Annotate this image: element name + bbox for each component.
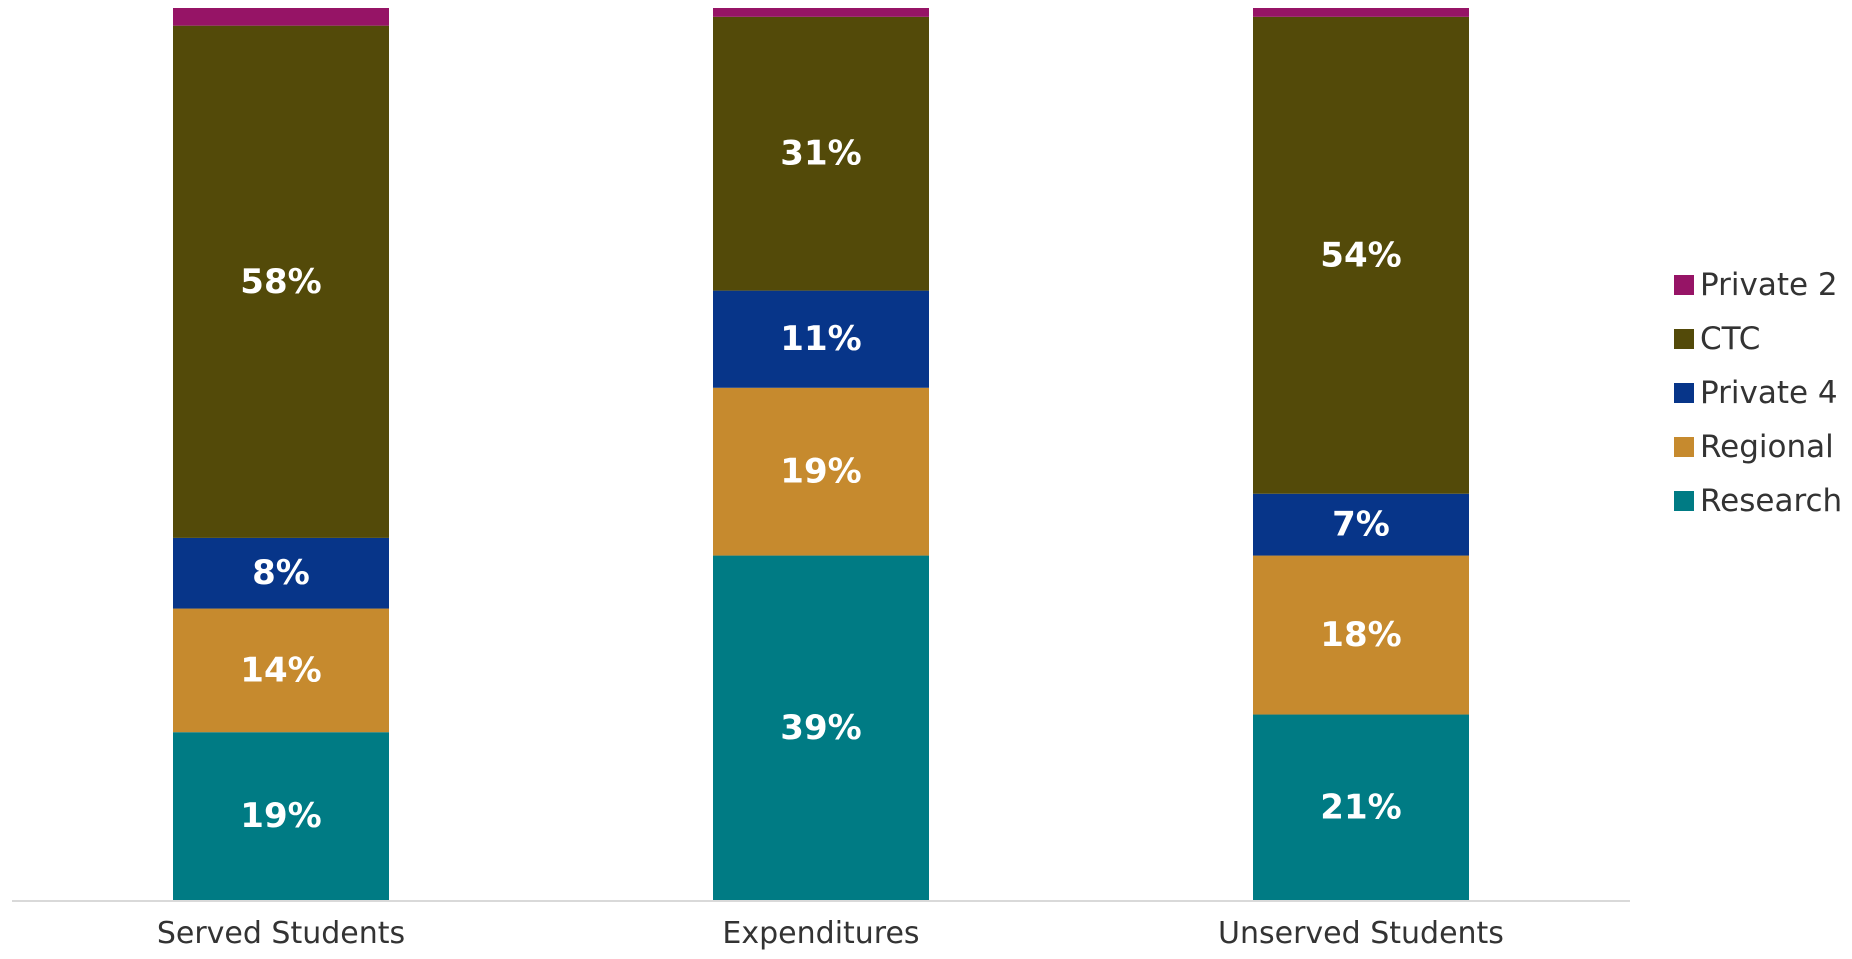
bar-segment-regional-0	[173, 608, 389, 733]
data-label: 21%	[1320, 787, 1401, 827]
legend-item-label: Research	[1700, 483, 1842, 519]
bar-segment-regional-1	[713, 387, 929, 556]
bar-segment-research-1	[713, 555, 929, 900]
category-label: Served Students	[157, 916, 405, 951]
legend-item-label: Regional	[1700, 429, 1834, 465]
data-label: 11%	[780, 319, 861, 359]
data-label: 58%	[240, 262, 321, 302]
bar-segment-ctc-1	[713, 16, 929, 291]
data-label: 31%	[780, 134, 861, 174]
bar-segment-regional-2	[1253, 555, 1469, 715]
category-label: Expenditures	[722, 916, 919, 951]
bar-segment-private-4-1	[713, 290, 929, 388]
legend-swatch	[1674, 329, 1694, 349]
bar-segment-private-4-2	[1253, 493, 1469, 556]
bar-segment-private-2-2	[1253, 8, 1469, 17]
legend-swatch	[1674, 437, 1694, 457]
data-label: 7%	[1332, 505, 1390, 545]
legend-swatch	[1674, 491, 1694, 511]
data-label: 54%	[1320, 235, 1401, 275]
legend-swatch	[1674, 275, 1694, 295]
bar-segment-private-2-1	[713, 8, 929, 17]
data-label: 19%	[780, 452, 861, 492]
category-label: Unserved Students	[1218, 916, 1504, 951]
bar-segment-ctc-2	[1253, 16, 1469, 494]
data-label: 39%	[780, 708, 861, 748]
legend-swatch	[1674, 383, 1694, 403]
bar-segment-research-2	[1253, 714, 1469, 900]
bar-segment-private-4-0	[173, 537, 389, 609]
data-label: 18%	[1320, 615, 1401, 655]
data-label: 14%	[240, 650, 321, 690]
data-label: 8%	[252, 553, 310, 593]
data-label: 19%	[240, 796, 321, 836]
legend-item-label: Private 4	[1700, 375, 1838, 411]
legend-item-label: Private 2	[1700, 267, 1838, 303]
legend-item-label: CTC	[1700, 321, 1760, 357]
bar-segment-ctc-0	[173, 25, 389, 538]
bar-segment-research-0	[173, 732, 389, 900]
bar-segment-private-2-0	[173, 8, 389, 26]
